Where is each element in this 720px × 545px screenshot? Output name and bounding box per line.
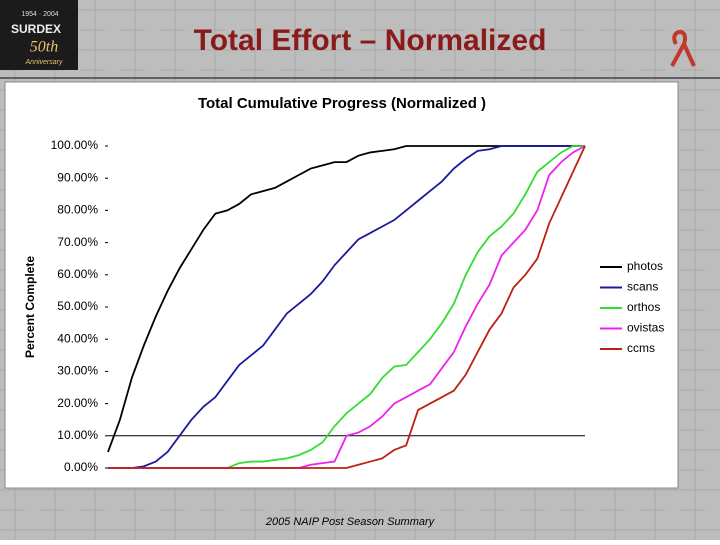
legend-label: orthos [627,300,660,314]
series-line [108,145,585,469]
slide-title: Total Effort – Normalized [194,24,547,57]
y-tick-label: 90.00% [57,170,98,184]
chart-title: Total Cumulative Progress (Normalized ) [198,95,486,112]
y-tick-label: 40.00% [57,331,98,345]
y-tick-label: 80.00% [57,203,98,217]
y-tick-label: 10.00% [57,428,98,442]
chart-area [4,81,679,489]
legend-label: photos [627,259,663,273]
y-axis-label: Percent Complete [23,256,37,358]
y-tick-label: 30.00% [57,364,98,378]
y-tick-label: 60.00% [57,267,98,281]
y-tick-label: 70.00% [57,235,98,249]
y-tick-label: 50.00% [57,299,98,313]
legend-label: scans [627,280,658,294]
y-tick-label: 20.00% [57,396,98,410]
y-tick-label: 100.00% [51,138,99,152]
legend-label: ovistas [627,321,664,335]
logo-name: SURDEX [11,22,61,36]
logo-badge: 50th [30,39,58,56]
logo [0,0,78,70]
footer: 2005 NAIP Post Season Summary [265,516,436,528]
logo-caption: Anniversary [25,59,63,66]
legend-label: ccms [627,341,655,355]
logo-years: 1954 · 2004 [21,11,58,18]
series-line [108,145,586,469]
y-tick-label: 0.00% [64,460,98,474]
ribbon [670,30,696,67]
